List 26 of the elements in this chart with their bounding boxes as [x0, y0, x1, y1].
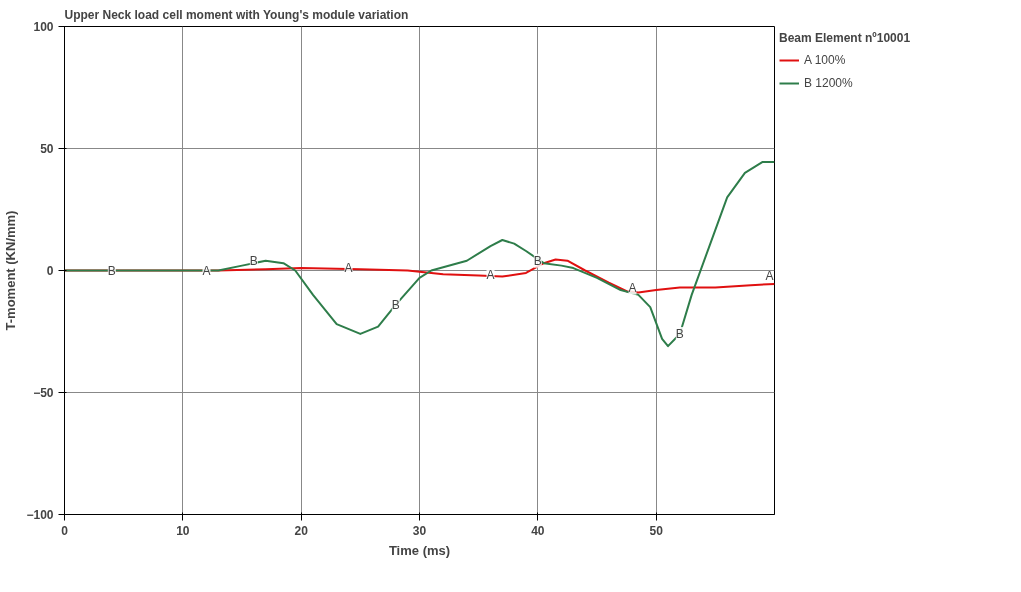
y-tick-label: 100 [33, 20, 54, 34]
legend-label: B 1200% [804, 76, 853, 90]
annotation: B [107, 263, 116, 278]
x-tick-label: 50 [649, 523, 664, 538]
annotation: A [486, 268, 495, 283]
legend-title: Beam Element nº10001 [779, 31, 911, 45]
annotation: B [249, 253, 258, 268]
annotation: A [344, 261, 353, 276]
x-tick-label: 10 [176, 523, 190, 538]
y-axis-title: T-moment (KN/mm) [3, 210, 19, 331]
y-tick-label: 0 [46, 264, 54, 278]
x-tick-label: 40 [531, 523, 545, 538]
legend-label: A 100% [804, 53, 846, 67]
y-tick-label: −100 [26, 508, 54, 522]
annotation: A [765, 268, 774, 283]
x-tick-label: 0 [61, 523, 69, 538]
annotation: A [202, 263, 211, 278]
x-tick-label: 20 [294, 523, 309, 538]
y-tick-label: −50 [33, 386, 54, 400]
annotation: B [533, 253, 542, 268]
chart-title: Upper Neck load cell moment with Young's module variation [64, 7, 409, 22]
line-series [64, 160, 775, 348]
annotation: A [628, 280, 637, 295]
x-axis-title: Time (ms) [388, 542, 451, 558]
x-tick-label: 30 [412, 523, 427, 538]
y-tick-label: 50 [40, 142, 54, 156]
